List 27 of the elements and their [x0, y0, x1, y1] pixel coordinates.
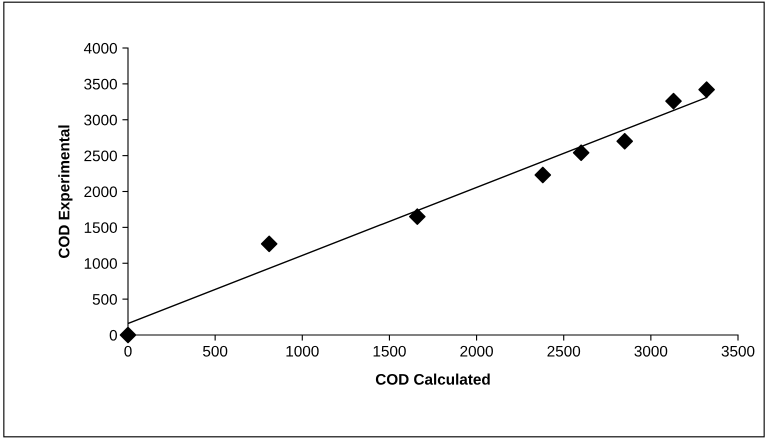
point: [616, 132, 634, 150]
x-tick-label: 3500: [722, 346, 754, 357]
point: [260, 236, 278, 252]
x-tick-label: 500: [203, 346, 228, 357]
point: [665, 92, 682, 110]
y-axis-title: COD Experimental: [58, 126, 72, 258]
y-tick-label: 4000: [84, 42, 117, 54]
y-tick-label: 0: [110, 330, 117, 341]
x-tick-label: 2000: [460, 346, 493, 357]
y-tick-label: 3000: [84, 114, 117, 126]
x-axis-title: COD Calculated: [376, 374, 490, 385]
x-tick-label: 1000: [286, 346, 319, 357]
point: [534, 166, 552, 184]
y-tick-label: 2000: [84, 186, 117, 198]
y-tick-label: 2500: [84, 150, 117, 162]
point: [120, 326, 136, 344]
y-tick-label: 500: [92, 294, 117, 305]
x-tick-label: 0: [124, 346, 132, 357]
x-tick-label: 2500: [547, 346, 580, 357]
x-tick-label: 1500: [374, 346, 406, 357]
x-tick-label: 3000: [634, 346, 668, 357]
point: [409, 208, 426, 225]
point: [572, 144, 590, 162]
y-tick-label: 3500: [84, 78, 117, 90]
y-tick-label: 1000: [84, 258, 117, 269]
point: [698, 81, 715, 98]
y-tick-label: 1500: [84, 222, 117, 234]
